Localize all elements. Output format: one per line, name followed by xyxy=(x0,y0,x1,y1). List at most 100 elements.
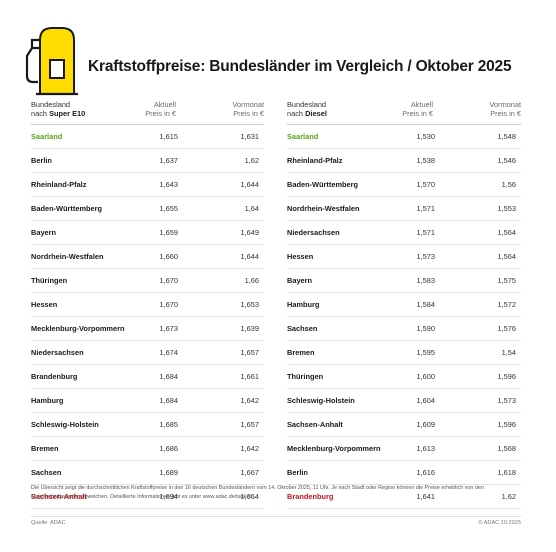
table-row: Sachsen 1,689 1,667 xyxy=(31,461,264,485)
aktuell-price-cell: 1,571 xyxy=(416,228,436,237)
vormonat-price-cell: 1,642 xyxy=(240,444,260,453)
column-header-bundesland: Bundesland nach Super E10 xyxy=(31,100,85,118)
vormonat-price-cell: 1,618 xyxy=(497,468,517,477)
table-row: Thüringen 1,600 1,596 xyxy=(287,365,521,389)
bundesland-cell: Thüringen xyxy=(287,372,324,381)
aktuell-price-cell: 1,604 xyxy=(416,396,436,405)
bundesland-cell: Sachsen xyxy=(31,468,62,477)
vormonat-price-cell: 1,631 xyxy=(240,132,260,141)
header: Kraftstoffpreise: Bundesländer im Vergle… xyxy=(22,26,542,96)
bundesland-cell: Hamburg xyxy=(31,396,64,405)
vormonat-price-cell: 1,649 xyxy=(240,228,260,237)
header-label: nach xyxy=(31,109,50,118)
header-label: Bundesland xyxy=(31,100,71,109)
bundesland-cell: Rheinland-Pfalz xyxy=(31,180,87,189)
aktuell-price-cell: 1,685 xyxy=(159,420,179,429)
bundesland-cell: Sachsen-Anhalt xyxy=(31,492,87,501)
vormonat-price-cell: 1,62 xyxy=(244,156,259,165)
header-label: nach xyxy=(287,109,306,118)
source-label: Quelle: ADAC xyxy=(31,520,66,526)
vormonat-price-cell: 1,639 xyxy=(240,324,260,333)
aktuell-price-cell: 1,659 xyxy=(159,228,179,237)
bundesland-cell: Brandenburg xyxy=(31,372,78,381)
vormonat-price-cell: 1,667 xyxy=(240,468,260,477)
vormonat-price-cell: 1,568 xyxy=(497,444,517,453)
bundesland-cell: Sachsen-Anhalt xyxy=(287,420,343,429)
table-row: Brandenburg 1,641 1,62 xyxy=(287,485,521,509)
vormonat-price-cell: 1,56 xyxy=(501,180,516,189)
bundesland-cell: Brandenburg xyxy=(287,492,334,501)
vormonat-price-cell: 1,548 xyxy=(497,132,517,141)
table-row: Sachsen 1,590 1,576 xyxy=(287,317,521,341)
bundesland-cell: Berlin xyxy=(31,156,52,165)
aktuell-price-cell: 1,595 xyxy=(416,348,436,357)
header-label: Aktuell xyxy=(410,100,433,109)
vormonat-price-cell: 1,657 xyxy=(240,420,260,429)
aktuell-price-cell: 1,609 xyxy=(416,420,436,429)
column-header-aktuell: Aktuell Preis in € xyxy=(145,100,176,118)
table-row: Baden-Württemberg 1,570 1,56 xyxy=(287,173,521,197)
footnote: Die Übersicht zeigt die durchschnittlich… xyxy=(31,485,484,500)
fuel-type-label: Super E10 xyxy=(49,109,86,118)
table-row: Mecklenburg-Vorpommern 1,613 1,568 xyxy=(287,437,521,461)
column-header-bundesland: Bundesland nach Diesel xyxy=(287,100,327,118)
header-label: Preis in € xyxy=(402,109,433,118)
vormonat-price-cell: 1,573 xyxy=(497,396,517,405)
table-row: Saarland 1,615 1,631 xyxy=(31,125,264,149)
aktuell-price-cell: 1,660 xyxy=(159,252,179,261)
aktuell-price-cell: 1,684 xyxy=(159,396,179,405)
header-label: Preis in € xyxy=(145,109,176,118)
header-label: Vormonat xyxy=(489,100,521,109)
aktuell-price-cell: 1,615 xyxy=(159,132,179,141)
table-row: Baden-Württemberg 1,655 1,64 xyxy=(31,197,264,221)
table-row: Schleswig-Holstein 1,604 1,573 xyxy=(287,389,521,413)
fuel-pump-icon xyxy=(25,27,78,96)
bundesland-cell: Niedersachsen xyxy=(31,348,84,357)
aktuell-price-cell: 1,573 xyxy=(416,252,436,261)
column-header-vormonat: Vormonat Preis in € xyxy=(489,100,521,118)
bundesland-cell: Saarland xyxy=(31,132,63,141)
header-label: Bundesland xyxy=(287,100,327,109)
aktuell-price-cell: 1,673 xyxy=(159,324,179,333)
aktuell-price-cell: 1,641 xyxy=(416,492,436,501)
table-header: Bundesland nach Super E10 Aktuell Preis … xyxy=(31,96,264,124)
diesel-table: Bundesland nach Diesel Aktuell Preis in … xyxy=(287,96,521,509)
bundesland-cell: Bayern xyxy=(31,228,57,237)
aktuell-price-cell: 1,616 xyxy=(416,468,436,477)
aktuell-price-cell: 1,571 xyxy=(416,204,436,213)
bundesland-cell: Hessen xyxy=(31,300,58,309)
vormonat-price-cell: 1,54 xyxy=(501,348,516,357)
header-label: Vormonat xyxy=(232,100,264,109)
vormonat-price-cell: 1,644 xyxy=(240,180,260,189)
vormonat-price-cell: 1,572 xyxy=(497,300,517,309)
vormonat-price-cell: 1,546 xyxy=(497,156,517,165)
aktuell-price-cell: 1,694 xyxy=(159,492,179,501)
table-row: Schleswig-Holstein 1,685 1,657 xyxy=(31,413,264,437)
aktuell-price-cell: 1,613 xyxy=(416,444,436,453)
table-body: Saarland 1,530 1,548 Rheinland-Pfalz 1,538 1,… xyxy=(287,124,521,509)
table-row: Saarland 1,530 1,548 xyxy=(287,125,521,149)
bundesland-cell: Thüringen xyxy=(31,276,68,285)
table-row: Nordrhein-Westfalen 1,571 1,553 xyxy=(287,197,521,221)
column-header-aktuell: Aktuell Preis in € xyxy=(402,100,433,118)
vormonat-price-cell: 1,653 xyxy=(240,300,260,309)
aktuell-price-cell: 1,655 xyxy=(159,204,179,213)
bundesland-cell: Bayern xyxy=(287,276,313,285)
bundesland-cell: Mecklenburg-Vorpommern xyxy=(287,444,381,453)
table-row: Brandenburg 1,684 1,661 xyxy=(31,365,264,389)
vormonat-price-cell: 1,596 xyxy=(497,420,517,429)
bundesland-cell: Nordrhein-Westfalen xyxy=(31,252,104,261)
table-row: Hessen 1,670 1,653 xyxy=(31,293,264,317)
vormonat-price-cell: 1,564 xyxy=(497,252,517,261)
table-row: Bremen 1,686 1,642 xyxy=(31,437,264,461)
bundesland-cell: Baden-Württemberg xyxy=(287,180,359,189)
table-row: Berlin 1,637 1,62 xyxy=(31,149,264,173)
bundesland-cell: Bremen xyxy=(31,444,59,453)
vormonat-price-cell: 1,62 xyxy=(501,492,516,501)
vormonat-price-cell: 1,642 xyxy=(240,396,260,405)
page-title: Kraftstoffpreise: Bundesländer im Vergle… xyxy=(88,58,512,75)
vormonat-price-cell: 1,564 xyxy=(497,228,517,237)
table-header: Bundesland nach Diesel Aktuell Preis in … xyxy=(287,96,521,124)
table-row: Rheinland-Pfalz 1,643 1,644 xyxy=(31,173,264,197)
table-row: Hessen 1,573 1,564 xyxy=(287,245,521,269)
